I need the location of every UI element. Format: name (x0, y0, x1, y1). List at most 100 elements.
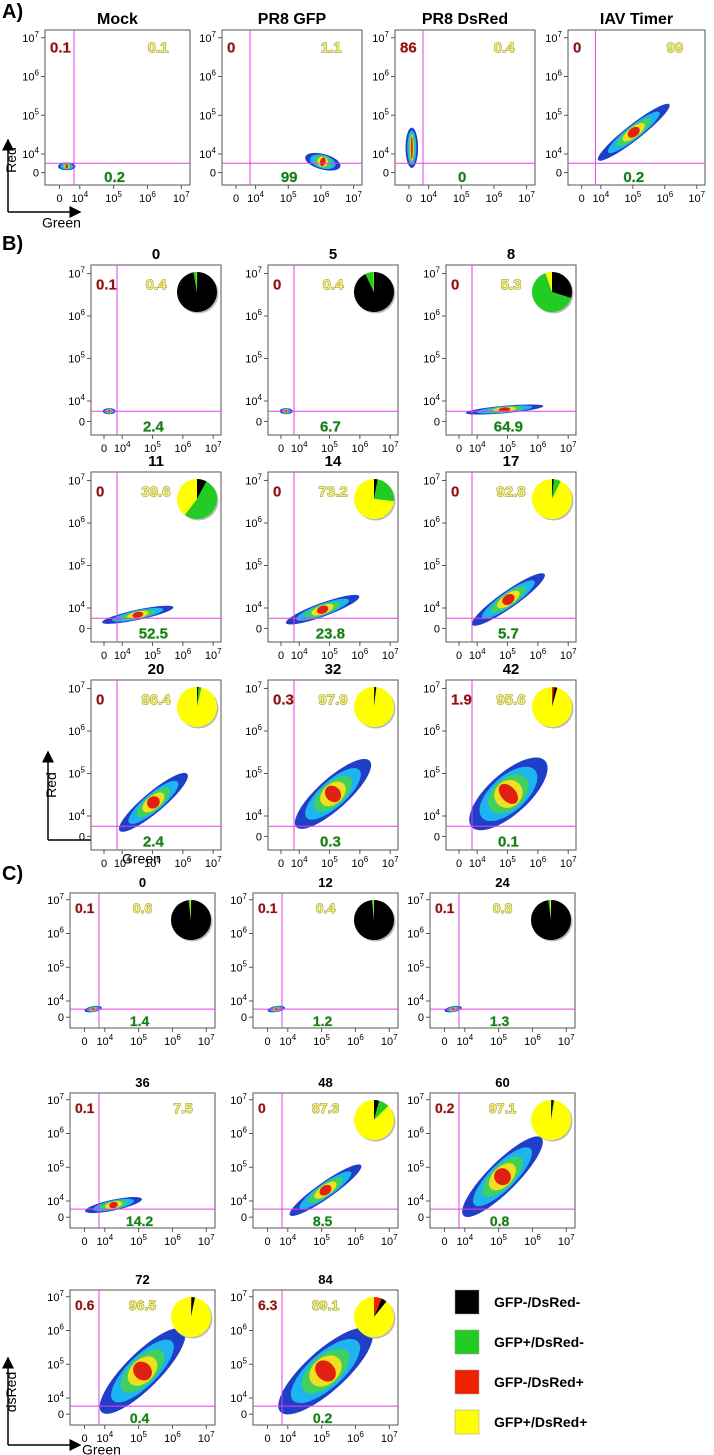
tick-base: 10 (22, 33, 34, 45)
tick-label: 107 (381, 1033, 398, 1048)
tick-label: 107 (230, 892, 247, 907)
tick-base: 10 (47, 1292, 59, 1304)
tick-label: 106 (352, 647, 369, 662)
tick-base: 10 (230, 962, 242, 974)
tick-base: 10 (423, 811, 435, 823)
y-axis-label: dsRed (3, 1372, 19, 1412)
tick-label: 104 (593, 190, 610, 205)
tick-exp: 5 (35, 107, 40, 116)
tick-label: 107 (558, 1233, 575, 1248)
tick-text: 0 (241, 1212, 247, 1224)
plot-frame (567, 29, 706, 186)
tick-label: 106 (164, 1430, 181, 1445)
pie-slice (551, 1100, 554, 1120)
tick-exp: 4 (109, 1033, 114, 1042)
tick-exp: 5 (156, 647, 161, 656)
plot (567, 29, 706, 186)
tick-label: 106 (423, 515, 440, 530)
quadrant-green: 2.4 (143, 418, 165, 435)
tick-label: 106 (47, 1323, 64, 1338)
quadrant-yellow: 1.1 (321, 40, 342, 57)
tick-base: 10 (518, 193, 530, 205)
tick-exp: 4 (258, 808, 263, 817)
tick-exp: 5 (333, 647, 338, 656)
tick-label: 106 (245, 308, 262, 323)
tick-exp: 5 (60, 1159, 65, 1168)
tick-base: 10 (352, 650, 364, 662)
tick-base: 10 (47, 1196, 59, 1208)
tick-exp: 6 (436, 308, 441, 317)
tick-exp: 7 (210, 1430, 215, 1439)
tick-base: 10 (68, 811, 80, 823)
tick-base: 10 (347, 1433, 359, 1445)
tick-exp: 5 (333, 855, 338, 864)
tick-base: 10 (499, 650, 511, 662)
tick-base: 10 (245, 726, 257, 738)
tick-base: 10 (68, 726, 80, 738)
tick-label: 106 (530, 440, 547, 455)
pie-slice (552, 479, 554, 499)
tick-label: 105 (230, 1159, 247, 1174)
tick-label: 105 (245, 558, 262, 573)
tick-label: 104 (456, 1033, 473, 1048)
tick-label: 107 (230, 1092, 247, 1107)
tick-base: 10 (47, 929, 59, 941)
plot (429, 1092, 576, 1229)
tick-label: 104 (68, 600, 85, 615)
tick-base: 10 (198, 1433, 210, 1445)
tick-label: 0 (241, 1409, 247, 1421)
tick-label: 104 (291, 855, 308, 870)
tick-exp: 5 (143, 1233, 148, 1242)
tick-label: 0 (434, 416, 440, 428)
tick-exp: 6 (243, 926, 248, 935)
tick-base: 10 (96, 1433, 108, 1445)
tick-exp: 4 (60, 1193, 65, 1202)
tick-base: 10 (558, 1036, 570, 1048)
tick-exp: 6 (542, 647, 547, 656)
tick-label: 105 (130, 1033, 147, 1048)
pie-slice (531, 900, 572, 940)
tick-exp: 4 (303, 855, 308, 864)
tick-base: 10 (130, 1036, 142, 1048)
tick-label: 104 (230, 1390, 247, 1405)
quadrant-red: 0.1 (50, 40, 71, 57)
tick-label: 106 (22, 69, 39, 84)
tick-base: 10 (139, 193, 151, 205)
tick-label: 106 (486, 190, 503, 205)
tick-label: 107 (560, 855, 577, 870)
tick-label: 106 (423, 308, 440, 323)
tick-base: 10 (560, 858, 572, 870)
tick-base: 10 (352, 443, 364, 455)
tick-base: 10 (230, 1359, 242, 1371)
tick-exp: 4 (126, 855, 131, 864)
tick-label: 107 (345, 190, 362, 205)
tick-base: 10 (423, 603, 435, 615)
tick-label: 107 (230, 1289, 247, 1304)
tick-base: 10 (199, 149, 211, 161)
tick-base: 10 (382, 650, 394, 662)
tick-exp: 4 (292, 1233, 297, 1242)
tick-label: 0 (79, 416, 85, 428)
tick-base: 10 (420, 193, 432, 205)
pie-slice (365, 272, 374, 292)
tick-base: 10 (372, 149, 384, 161)
tick-label: 106 (47, 1126, 64, 1141)
tick-base: 10 (205, 650, 217, 662)
tick-label: 105 (453, 190, 470, 205)
legend-label: GFP+/DsRed- (494, 1334, 584, 1350)
tick-exp: 7 (210, 1033, 215, 1042)
tick-label: 0 (233, 193, 239, 205)
quadrant-yellow: 0.6 (133, 900, 153, 916)
tick-exp: 5 (81, 558, 86, 567)
tick-exp: 5 (258, 351, 263, 360)
quadrant-red: 0.1 (435, 900, 455, 916)
tick-exp: 5 (143, 1430, 148, 1439)
pie-slice (532, 687, 573, 728)
plot-title: 42 (503, 661, 520, 678)
pie-slice (374, 687, 377, 707)
tick-label: 104 (279, 1033, 296, 1048)
tick-label: 104 (423, 808, 440, 823)
tick-exp: 4 (481, 647, 486, 656)
tick-label: 107 (68, 473, 85, 488)
tick-base: 10 (407, 1095, 419, 1107)
